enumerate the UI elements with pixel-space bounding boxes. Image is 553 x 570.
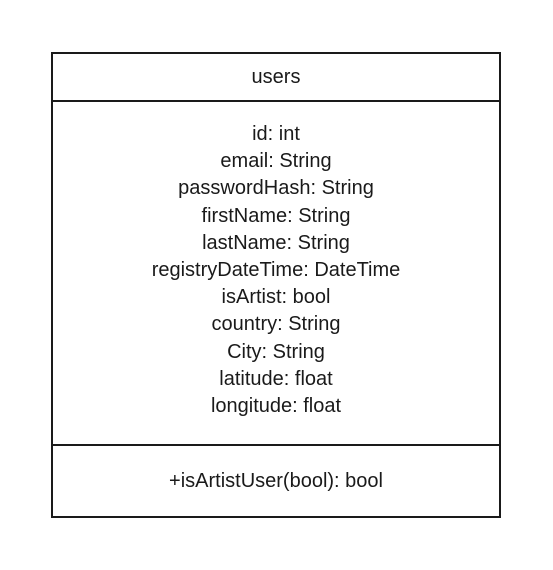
attribute-password-hash: passwordHash: String [178,177,374,200]
class-name: users [251,66,301,88]
name-divider [53,100,499,102]
attribute-registry-date-time: registryDateTime: DateTime [151,259,401,282]
attribute-is-artist: isArtist: bool [221,286,331,309]
attribute-longitude: longitude: float [210,395,342,418]
uml-class-box: users id: int email: String passwordHash… [51,52,501,518]
operation-is-artist-user: +isArtistUser(bool): bool [169,469,383,492]
operations-compartment: +isArtistUser(bool): bool [53,446,499,516]
attribute-country: country: String [211,313,341,336]
attribute-first-name: firstName: String [201,204,351,227]
attributes-divider [53,444,499,446]
attribute-latitude: latitude: float [219,367,333,390]
attributes-compartment: id: int email: String passwordHash: Stri… [53,121,499,420]
attribute-id: id: int [252,123,300,145]
attribute-last-name: lastName: String [202,231,350,254]
attribute-email: email: String [220,150,332,173]
attribute-city: City: String [227,340,325,363]
